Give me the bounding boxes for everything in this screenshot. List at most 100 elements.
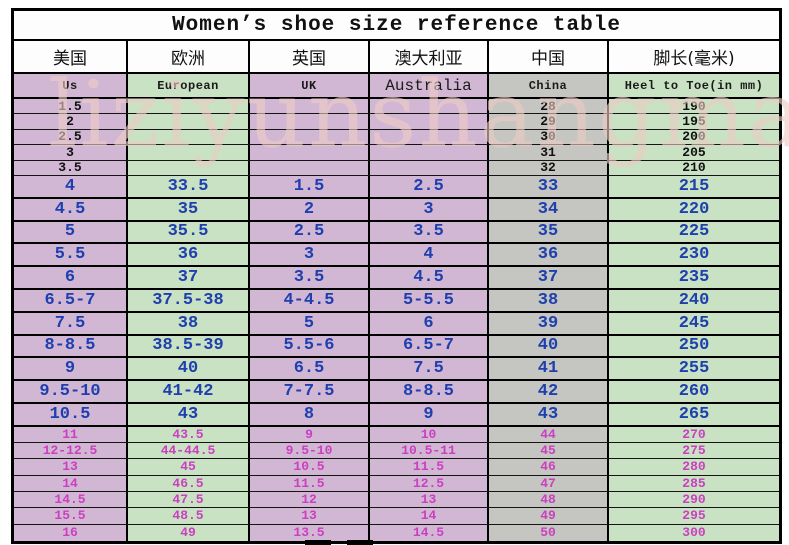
size-cell: 14 — [14, 475, 128, 491]
size-cell: 10.5 — [14, 403, 128, 425]
size-cell: 35 — [489, 221, 609, 243]
size-cell: 44 — [489, 426, 609, 443]
size-cell: 43 — [489, 403, 609, 425]
size-cell: 35 — [128, 198, 250, 220]
size-cell: 14.5 — [370, 524, 489, 541]
cropped-text-mark — [347, 540, 373, 545]
size-cell: 10.5 — [250, 459, 370, 475]
size-cell: 14 — [370, 508, 489, 524]
size-cell — [128, 145, 250, 160]
size-cell — [370, 99, 489, 114]
size-cell: 36 — [489, 244, 609, 266]
size-cell: 235 — [609, 267, 779, 288]
size-cell: 9.5-10 — [250, 443, 370, 459]
size-cell: 225 — [609, 221, 779, 243]
size-cell: 30 — [489, 129, 609, 145]
table-row: 9.5-10 41-42 7-7.5 8-8.5 42 260 — [14, 381, 779, 404]
size-cell: 295 — [609, 508, 779, 524]
header-cell-australia-cn: 澳大利亚 — [370, 41, 489, 72]
size-cell: 9.5-10 — [14, 381, 128, 402]
table-row: 2.5 30 200 — [14, 129, 779, 146]
table-row: 14.5 47.5 12 13 48 290 — [14, 491, 779, 509]
size-cell: 16 — [14, 524, 128, 541]
size-cell: 48.5 — [128, 508, 250, 524]
table-row: 7.5 38 5 6 39 245 — [14, 312, 779, 336]
size-cell: 190 — [609, 99, 779, 114]
size-cell — [370, 114, 489, 129]
size-cell: 38 — [489, 289, 609, 311]
size-cell: 13.5 — [250, 524, 370, 541]
size-cell: 220 — [609, 198, 779, 220]
header-cell-uk-cn: 英国 — [250, 41, 370, 72]
table-section-large-sizes: 11 43.5 9 10 44 270 12-12.5 44-44.5 9.5-10 10.5-1… — [14, 426, 779, 541]
size-cell — [250, 145, 370, 160]
size-cell: 250 — [609, 335, 779, 357]
size-cell: 12-12.5 — [14, 443, 128, 459]
table-section-small-sizes: 1.5 28 190 2 29 195 2.5 30 200 3 31 205 3.5 32 210 — [14, 99, 779, 176]
size-cell: 6.5 — [250, 358, 370, 380]
size-cell: 43.5 — [128, 426, 250, 443]
header-cell-us-cn: 美国 — [14, 41, 128, 72]
table-row: 12-12.5 44-44.5 9.5-10 10.5-11 45 275 — [14, 443, 779, 460]
size-cell — [370, 160, 489, 175]
table-row: 8-8.5 38.5-39 5.5-6 6.5-7 40 250 — [14, 335, 779, 359]
size-cell: 48 — [489, 491, 609, 508]
shoe-size-table: Women’s shoe size reference table 美国 欧洲 … — [11, 8, 782, 544]
size-cell: 7.5 — [14, 312, 128, 334]
size-cell: 46.5 — [128, 475, 250, 491]
size-cell: 6.5-7 — [14, 289, 128, 311]
table-row: 6 37 3.5 4.5 37 235 — [14, 267, 779, 290]
size-cell: 6 — [370, 312, 489, 334]
size-cell: 275 — [609, 443, 779, 459]
size-cell: 38 — [128, 312, 250, 334]
size-cell — [128, 160, 250, 175]
size-cell: 4.5 — [370, 267, 489, 288]
size-cell: 5.5 — [14, 244, 128, 266]
size-cell: 33 — [489, 175, 609, 197]
size-cell: 5 — [14, 221, 128, 243]
size-cell: 31 — [489, 145, 609, 160]
size-cell: 45 — [128, 459, 250, 475]
size-cell: 195 — [609, 114, 779, 129]
header-row-english: Us European UK Australia China Heel to T… — [14, 74, 779, 99]
header-cell-heel-to-toe: Heel to Toe(in mm) — [609, 74, 779, 97]
table-row: 5.5 36 3 4 36 230 — [14, 244, 779, 268]
size-cell: 270 — [609, 426, 779, 443]
size-cell: 45 — [489, 443, 609, 459]
table-row: 2 29 195 — [14, 114, 779, 130]
size-cell: 4.5 — [14, 198, 128, 220]
size-cell: 3 — [370, 198, 489, 220]
size-cell — [250, 160, 370, 175]
size-cell: 29 — [489, 114, 609, 129]
size-cell: 9 — [250, 426, 370, 443]
size-cell: 10.5-11 — [370, 443, 489, 459]
size-cell: 5-5.5 — [370, 289, 489, 311]
table-row: 5 35.5 2.5 3.5 35 225 — [14, 221, 779, 245]
size-cell: 37.5-38 — [128, 289, 250, 311]
size-cell: 47 — [489, 475, 609, 491]
size-cell — [128, 99, 250, 114]
size-cell: 265 — [609, 403, 779, 425]
size-cell: 205 — [609, 145, 779, 160]
size-cell: 5.5-6 — [250, 335, 370, 357]
size-cell: 6.5-7 — [370, 335, 489, 357]
header-cell-us: Us — [14, 74, 128, 97]
header-cell-footlength-cn: 脚长(毫米) — [653, 49, 735, 69]
size-cell: 49 — [128, 524, 250, 541]
table-row: 9 40 6.5 7.5 41 255 — [14, 358, 779, 382]
size-cell: 32 — [489, 160, 609, 175]
table-row: 4.5 35 2 3 34 220 — [14, 198, 779, 222]
size-cell: 9 — [14, 358, 128, 380]
size-cell: 1.5 — [250, 175, 370, 197]
size-cell: 41-42 — [128, 381, 250, 402]
size-cell — [250, 129, 370, 145]
size-cell — [128, 114, 250, 129]
size-cell: 200 — [609, 129, 779, 145]
size-cell: 255 — [609, 358, 779, 380]
size-cell: 3 — [250, 244, 370, 266]
size-cell: 6 — [14, 267, 128, 288]
size-cell: 42 — [489, 381, 609, 402]
size-cell: 3 — [14, 145, 128, 160]
size-cell: 2 — [14, 114, 128, 129]
header-cell-uk: UK — [250, 74, 370, 97]
